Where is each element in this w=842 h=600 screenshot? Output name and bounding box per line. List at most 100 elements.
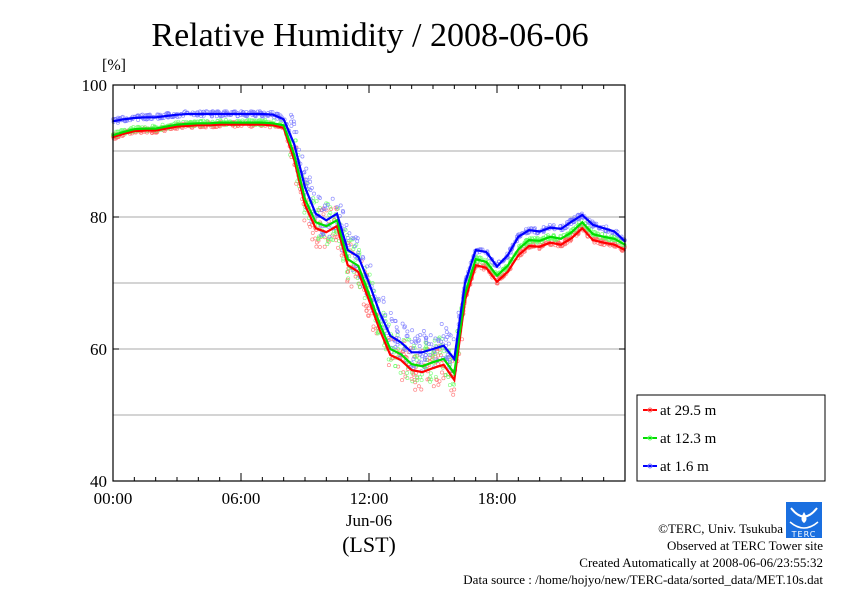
data-point	[346, 249, 349, 251]
scatter-point	[405, 370, 410, 375]
scatter-point	[402, 325, 407, 330]
data-point	[613, 230, 616, 233]
scatter-point	[302, 218, 307, 223]
scatter-point	[321, 207, 326, 211]
data-point	[528, 229, 530, 231]
scatter-point	[383, 314, 388, 319]
data-point	[560, 228, 562, 230]
data-point	[176, 125, 178, 128]
data-point	[506, 265, 509, 267]
scatter-point	[415, 353, 420, 358]
data-point	[208, 113, 210, 115]
x-tick-label: 12:00	[350, 489, 389, 508]
data-point	[421, 365, 424, 367]
data-point	[368, 299, 370, 301]
scatter-point	[433, 374, 438, 379]
x-axis-label: (LST)	[342, 532, 396, 557]
scatter-point	[166, 110, 170, 115]
data-point	[325, 225, 328, 228]
data-point	[218, 123, 221, 126]
scatter-point	[289, 119, 294, 124]
data-point	[197, 124, 200, 127]
scatter-point	[214, 114, 219, 119]
data-point	[165, 127, 168, 130]
copyright-text: ©TERC, Univ. Tsukuba	[658, 521, 783, 536]
data-point	[186, 125, 189, 127]
data-point	[410, 369, 413, 371]
scatter-point	[388, 310, 393, 315]
scatter-point	[407, 337, 412, 342]
data-point	[240, 113, 242, 115]
data-point	[304, 186, 306, 189]
scatter-point	[398, 370, 403, 375]
data-point	[453, 372, 456, 375]
scatter-point	[310, 237, 315, 242]
scatter-point	[403, 348, 408, 352]
scatter-point	[319, 233, 324, 238]
data-point	[570, 231, 573, 233]
scatter-point	[444, 330, 449, 335]
scatter-point	[386, 363, 391, 368]
scatter-point	[413, 336, 418, 341]
data-point	[378, 329, 381, 331]
terc-logo: TERC	[786, 502, 822, 539]
data-point	[602, 227, 605, 230]
scatter-point	[547, 222, 552, 227]
scatter-point	[436, 382, 441, 387]
data-point	[602, 241, 605, 244]
scatter-point	[300, 154, 305, 159]
data-point	[122, 118, 125, 121]
data-point	[240, 123, 242, 126]
data-point	[186, 123, 189, 125]
scatter-point	[356, 250, 361, 255]
scatter-point	[423, 335, 428, 340]
scatter-point	[414, 358, 419, 363]
scatter-point	[291, 119, 296, 124]
legend-marker	[647, 435, 653, 441]
data-point	[282, 118, 285, 121]
scatter-point	[436, 337, 441, 342]
scatter-point	[353, 244, 357, 249]
scatter-point	[276, 112, 281, 117]
data-point	[250, 113, 253, 115]
data-point	[400, 341, 402, 344]
scatter-point	[424, 344, 428, 349]
created-text: Created Automatically at 2008-06-06/23:5…	[579, 555, 823, 570]
scatter-point	[433, 336, 438, 341]
data-point	[389, 335, 392, 337]
scatter-point	[432, 350, 437, 354]
scatter-point	[328, 205, 333, 210]
scatter-point	[341, 210, 346, 215]
scatter-point	[341, 258, 346, 263]
scatter-point	[437, 379, 442, 384]
scatter-point	[388, 357, 393, 362]
scatter-point	[308, 224, 313, 229]
scatter-point	[541, 225, 546, 230]
data-point	[122, 133, 125, 135]
scatter-point	[314, 244, 319, 249]
data-point	[154, 116, 157, 119]
data-point	[442, 358, 445, 360]
scatter-point	[342, 226, 347, 231]
scatter-point	[365, 264, 369, 269]
scatter-point	[314, 199, 319, 204]
scatter-point	[430, 355, 435, 360]
source-text: Data source : /home/hojyo/new/TERC-data/…	[463, 572, 823, 587]
scatter-point	[344, 223, 349, 227]
data-point	[144, 127, 146, 130]
data-point	[314, 221, 317, 224]
data-point	[368, 282, 370, 284]
data-point	[528, 245, 530, 247]
data-point	[218, 121, 221, 124]
scatter-point	[321, 232, 326, 236]
data-point	[208, 122, 210, 125]
scatter-point	[416, 384, 421, 389]
scatter-point	[449, 388, 454, 393]
scatter-point	[410, 328, 415, 333]
scatter-point	[411, 343, 416, 348]
data-point	[538, 230, 541, 233]
data-point	[346, 264, 349, 266]
x-tick-label: 06:00	[222, 489, 261, 508]
scatter-point	[446, 341, 451, 346]
